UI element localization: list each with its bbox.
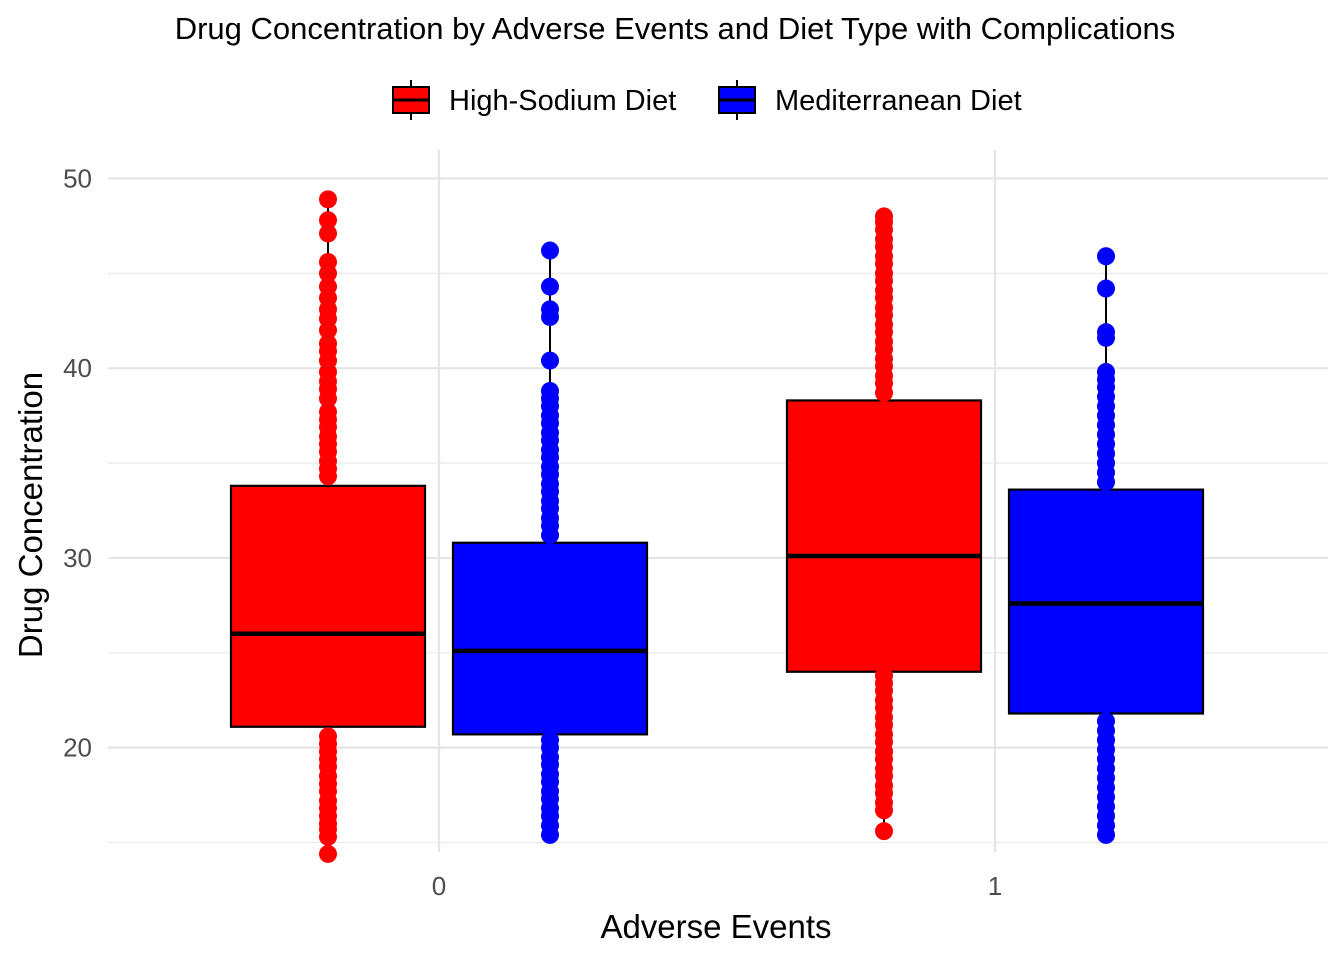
outlier-point bbox=[541, 277, 559, 296]
outlier-point bbox=[319, 190, 337, 209]
legend: High-Sodium Diet Mediterranean Diet bbox=[392, 80, 1022, 120]
box-iqr bbox=[229, 484, 427, 728]
outlier-point bbox=[541, 241, 559, 260]
outlier-point bbox=[319, 402, 337, 421]
legend-item: High-Sodium Diet bbox=[392, 80, 676, 120]
outlier-point bbox=[541, 731, 559, 750]
outlier-point bbox=[319, 211, 337, 230]
y-tick-label: 40 bbox=[63, 353, 92, 383]
legend-label: Mediterranean Diet bbox=[775, 85, 1022, 117]
box-group bbox=[785, 207, 983, 841]
outlier-point bbox=[319, 334, 337, 353]
y-tick-label: 30 bbox=[63, 543, 92, 573]
x-axis-label: Adverse Events bbox=[600, 908, 831, 945]
outlier-point bbox=[875, 666, 893, 685]
outlier-point bbox=[541, 381, 559, 400]
y-tick-label: 50 bbox=[63, 163, 92, 193]
boxes-layer bbox=[229, 190, 1205, 863]
outlier-point bbox=[875, 822, 893, 841]
outlier-point bbox=[319, 727, 337, 746]
outlier-point bbox=[541, 351, 559, 370]
box-group bbox=[451, 241, 649, 844]
outlier-point bbox=[319, 252, 337, 271]
outlier-point bbox=[1097, 712, 1115, 731]
y-tick-label: 20 bbox=[63, 733, 92, 763]
y-axis-label: Drug Concentration bbox=[12, 372, 49, 658]
outlier-point bbox=[541, 300, 559, 319]
outlier-point bbox=[319, 844, 337, 863]
outlier-point bbox=[1097, 362, 1115, 381]
box-group bbox=[229, 190, 427, 863]
legend-label: High-Sodium Diet bbox=[449, 85, 676, 117]
box-group bbox=[1007, 247, 1205, 844]
box-iqr bbox=[785, 399, 983, 673]
outlier-point bbox=[875, 207, 893, 226]
outlier-point bbox=[1097, 323, 1115, 342]
x-tick-label: 1 bbox=[988, 871, 1002, 901]
y-tick-labels: 20 30 40 50 bbox=[63, 163, 92, 762]
outlier-point bbox=[1097, 279, 1115, 298]
box-iqr bbox=[451, 541, 649, 736]
outlier-point bbox=[319, 277, 337, 296]
outlier-point bbox=[319, 224, 337, 243]
outlier-point bbox=[1097, 247, 1115, 266]
x-tick-label: 0 bbox=[432, 871, 446, 901]
legend-item: Mediterranean Diet bbox=[718, 80, 1022, 120]
chart-title: Drug Concentration by Adverse Events and… bbox=[175, 11, 1176, 46]
